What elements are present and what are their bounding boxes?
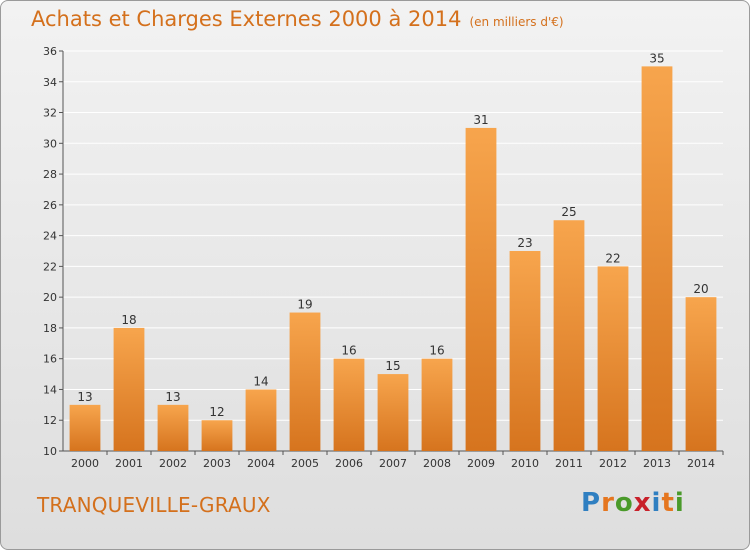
title-text: Achats et Charges Externes 2000 à 2014 [31,7,462,31]
x-tick-label-2007: 2007 [379,457,407,470]
commune-name: TRANQUEVILLE-GRAUX [37,493,271,517]
data-label-2006: 16 [341,344,356,358]
y-tick-label: 36 [43,45,57,58]
y-tick-label: 32 [43,107,57,120]
y-tick-label: 18 [43,322,57,335]
chart-unit: (en milliers d'€) [469,15,564,29]
x-tick-label-2008: 2008 [423,457,451,470]
data-label-2010: 23 [517,236,532,250]
bar-2013 [641,66,673,451]
data-label-2011: 25 [561,205,576,219]
data-label-2007: 15 [385,359,400,373]
bar-2014 [685,297,717,451]
x-tick-label-2004: 2004 [247,457,275,470]
bar-2007 [377,374,409,451]
x-tick-label-2013: 2013 [643,457,671,470]
proxiti-logo: Proxiti [581,488,685,518]
bar-2002 [157,404,189,451]
bar-2005 [289,312,321,451]
bar-2001 [113,327,145,451]
data-label-2005: 19 [297,298,312,312]
data-label-2008: 16 [429,344,444,358]
chart-title: Achats et Charges Externes 2000 à 2014 (e… [31,7,564,31]
bar-2004 [245,389,277,451]
bar-2000 [69,404,101,451]
x-tick-label-2012: 2012 [599,457,627,470]
x-tick-label-2003: 2003 [203,457,231,470]
y-tick-label: 34 [43,76,57,89]
data-label-2003: 12 [209,405,224,419]
bar-2012 [597,266,629,451]
bar-2010 [509,251,541,451]
y-tick-label: 22 [43,260,57,273]
x-tick-label-2010: 2010 [511,457,539,470]
y-tick-label: 24 [43,230,57,243]
bar-2011 [553,220,585,451]
data-label-2014: 20 [693,282,708,296]
data-label-2009: 31 [473,113,488,127]
data-label-2000: 13 [77,390,92,404]
x-tick-label-2000: 2000 [71,457,99,470]
logo-letter: i [651,488,662,518]
y-tick-label: 16 [43,353,57,366]
logo-letter: t [661,488,675,518]
logo-letter: i [674,488,685,518]
x-tick-label-2005: 2005 [291,457,319,470]
y-tick-label: 14 [43,383,57,396]
logo-letter: r [601,488,615,518]
data-label-2012: 22 [605,251,620,265]
y-tick-label: 12 [43,414,57,427]
bar-2009 [465,127,497,451]
labels: 10 12 14 16 18 20 22 24 26 28 30 32 34 36 13 2000 18 2001… [43,45,715,470]
logo-letter: P [581,488,602,518]
bar-2003 [201,420,233,451]
y-tick-label: 26 [43,199,57,212]
x-tick-label-2014: 2014 [687,457,715,470]
bar-2006 [333,358,365,451]
bar-2008 [421,358,453,451]
x-tick-label-2011: 2011 [555,457,583,470]
logo-letter: x [633,488,652,518]
y-tick-label: 10 [43,445,57,458]
y-tick-label: 28 [43,168,57,181]
y-tick-label: 30 [43,137,57,150]
x-tick-label-2006: 2006 [335,457,363,470]
x-tick-label-2002: 2002 [159,457,187,470]
data-label-2001: 18 [121,313,136,327]
x-tick-label-2009: 2009 [467,457,495,470]
y-tick-label: 20 [43,291,57,304]
bars [69,66,717,451]
logo-letter: o [614,488,634,518]
data-label-2013: 35 [649,51,664,65]
data-label-2004: 14 [253,374,268,388]
x-tick-label-2001: 2001 [115,457,143,470]
data-label-2002: 13 [165,390,180,404]
